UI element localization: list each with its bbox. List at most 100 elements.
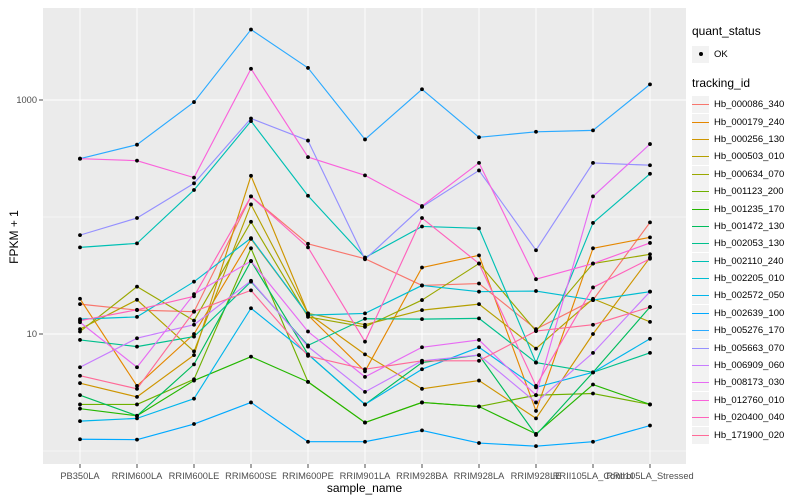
data-point [78, 373, 82, 378]
data-point [249, 194, 253, 199]
data-point [591, 391, 595, 396]
data-point [591, 332, 595, 336]
line-key-icon [692, 304, 709, 322]
data-point [192, 294, 196, 299]
data-point [420, 400, 424, 405]
data-point [363, 137, 367, 142]
legend-title-quant-status: quant_status [692, 24, 761, 38]
data-point [249, 66, 253, 71]
legend-item-Hb_020400_040: Hb_020400_040 [692, 409, 800, 427]
data-point [78, 338, 82, 342]
legend-item-Hb_002572_050: Hb_002572_050 [692, 287, 800, 305]
data-point [363, 311, 367, 316]
data-point [135, 284, 139, 289]
line-key-icon [692, 252, 709, 270]
line-key-icon [692, 287, 709, 305]
data-point [420, 345, 424, 350]
legend-item-label: Hb_000179_240 [714, 116, 785, 128]
data-point [534, 277, 538, 282]
data-point [363, 402, 367, 407]
legend-item-label: Hb_001472_130 [714, 220, 785, 232]
line-key-icon [692, 217, 709, 235]
data-point [135, 158, 139, 163]
data-point [192, 322, 196, 327]
data-point [192, 353, 196, 358]
legend: quant_status OK tracking_id Hb_000086_34… [692, 24, 800, 444]
data-point [363, 324, 367, 329]
legend-item-label: Hb_008173_030 [714, 377, 785, 389]
data-point [363, 374, 367, 379]
data-point [192, 100, 196, 104]
data-point [249, 306, 253, 311]
data-point [249, 119, 253, 124]
data-point [648, 163, 652, 168]
data-point [192, 181, 196, 186]
legend-item-Hb_001123_200: Hb_001123_200 [692, 183, 800, 201]
data-point [477, 226, 481, 231]
legend-item-Hb_005276_170: Hb_005276_170 [692, 322, 800, 340]
legend-item-ok: OK [692, 44, 800, 64]
line-key-icon [692, 270, 709, 288]
data-point [192, 378, 196, 383]
data-point [477, 160, 481, 165]
data-point [477, 302, 481, 307]
data-point [249, 259, 253, 263]
legend-item-label: Hb_002205_010 [714, 273, 785, 285]
data-point [78, 245, 82, 250]
data-point [591, 370, 595, 375]
data-point [192, 279, 196, 284]
data-point [477, 338, 481, 342]
legend-item-label: Hb_000256_130 [714, 133, 785, 145]
data-point [363, 339, 367, 344]
data-point [135, 416, 139, 421]
data-point [135, 365, 139, 370]
data-point [363, 257, 367, 262]
y-tick-label: 1000 [16, 95, 37, 105]
data-point [363, 352, 367, 357]
y-axis-title: FPKM + 1 [7, 210, 21, 264]
data-point [534, 433, 538, 437]
data-point [306, 245, 310, 250]
legend-item-label: Hb_005663_070 [714, 342, 785, 354]
data-point [135, 241, 139, 246]
data-point [306, 379, 310, 384]
data-point [363, 389, 367, 394]
data-point [591, 285, 595, 290]
data-point [135, 413, 139, 418]
data-point [135, 344, 139, 349]
data-point [534, 289, 538, 293]
data-point [249, 354, 253, 359]
data-point [306, 353, 310, 358]
x-tick-label: RRIM600LE [169, 471, 220, 481]
data-point [192, 332, 196, 336]
data-point [591, 439, 595, 444]
line-key-icon [692, 113, 709, 131]
data-point [306, 193, 310, 198]
x-tick-label: RRIM600LA [112, 471, 163, 481]
data-point [306, 241, 310, 246]
legend-item-label: Hb_002639_100 [714, 307, 785, 319]
data-point [591, 128, 595, 133]
legend-item-Hb_000634_070: Hb_000634_070 [692, 165, 800, 183]
data-point [648, 350, 652, 355]
data-point [363, 173, 367, 178]
data-point [192, 422, 196, 426]
data-point [135, 216, 139, 220]
legend-item-Hb_000179_240: Hb_000179_240 [692, 113, 800, 131]
data-point [363, 439, 367, 444]
data-point [420, 308, 424, 313]
data-point [363, 420, 367, 425]
legend-item-label: Hb_020400_040 [714, 412, 785, 424]
data-point [477, 316, 481, 321]
legend-item-Hb_000503_010: Hb_000503_010 [692, 148, 800, 166]
data-point [591, 322, 595, 327]
legend-item-Hb_000086_340: Hb_000086_340 [692, 96, 800, 114]
data-point [78, 402, 82, 407]
data-point [648, 256, 652, 261]
data-point [78, 393, 82, 398]
data-point [477, 441, 481, 445]
legend-item-label: Hb_171900_020 [714, 429, 785, 441]
data-point [420, 317, 424, 322]
data-point [78, 156, 82, 161]
line-key-icon [692, 391, 709, 409]
